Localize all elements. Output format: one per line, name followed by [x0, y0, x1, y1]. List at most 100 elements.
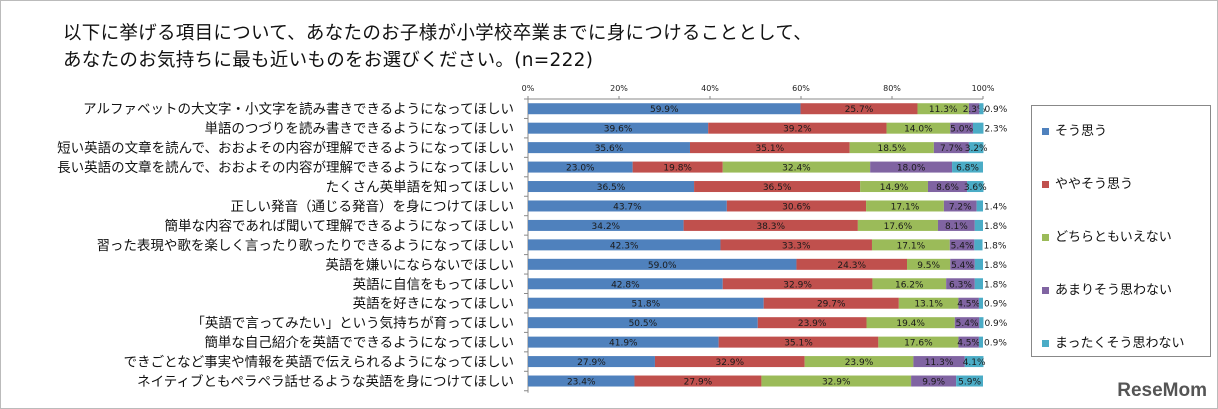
- legend-swatch: [1042, 128, 1049, 135]
- bar-segment: [689, 142, 850, 154]
- bar-segment: [632, 161, 723, 173]
- data-label: 5.9%: [958, 378, 981, 388]
- data-label: 32.9%: [715, 358, 744, 368]
- data-label: 0.9%: [984, 319, 1007, 329]
- data-label: 6.3%: [949, 280, 972, 290]
- legend-label: まったくそう思わない: [1055, 336, 1185, 351]
- data-label: 25.7%: [845, 105, 874, 115]
- bar-segment: [726, 200, 867, 212]
- data-label: 5.0%: [950, 125, 973, 135]
- bar-segment: [800, 103, 918, 115]
- bar-segment: [952, 161, 983, 173]
- x-tick-label: 100%: [972, 84, 995, 93]
- category-label: 英語に自信をもってほしい: [353, 276, 514, 293]
- bar-segment: [528, 375, 635, 387]
- bar-segment: [528, 181, 695, 193]
- data-label: 59.9%: [650, 105, 679, 115]
- data-label: 3.6%: [964, 183, 987, 193]
- category-label: たくさん英単語を知ってほしい: [326, 179, 514, 196]
- x-tick-label: 60%: [792, 84, 810, 93]
- data-label: 16.2%: [895, 280, 924, 290]
- bar-segment: [886, 122, 951, 134]
- data-label: 43.7%: [613, 202, 642, 212]
- chart-title-line-1: 以下に挙げる項目について、あなたのお子様が小学校卒業までに身につけることとして、: [63, 23, 813, 44]
- bar-segment: [974, 278, 983, 290]
- data-label: 2.3%: [984, 125, 1007, 135]
- bar-segment: [974, 239, 983, 251]
- legend-item: どちらともいえない: [1042, 226, 1172, 245]
- bar-segment: [956, 375, 983, 387]
- data-label: 33.3%: [782, 241, 811, 251]
- bar-segment: [694, 181, 861, 193]
- legend-item: ややそう思う: [1042, 173, 1133, 192]
- data-label: 7.2%: [949, 202, 972, 212]
- bar-segment: [954, 317, 980, 329]
- bar-segment: [528, 239, 721, 251]
- data-label: 4.1%: [963, 358, 986, 368]
- data-label: 14.0%: [904, 125, 933, 135]
- data-label: 38.3%: [756, 222, 785, 232]
- legend-label: どちらともいえない: [1055, 230, 1172, 245]
- data-label: 35.1%: [756, 144, 785, 154]
- bar-segment: [763, 297, 899, 309]
- bar-segment: [849, 142, 934, 154]
- bar-segment: [654, 356, 805, 368]
- data-label: 27.9%: [684, 378, 713, 388]
- bar-segment: [870, 161, 953, 173]
- data-label: 39.2%: [783, 125, 812, 135]
- category-label: 簡単な自己紹介を英語でできるようになってほしい: [204, 334, 514, 351]
- data-label: 32.9%: [822, 378, 851, 388]
- data-label: 50.5%: [629, 319, 658, 329]
- chart-title-line-2: あなたのお気持ちに最も近いものをお選びください。(n=222): [63, 50, 594, 71]
- bar-segment: [757, 317, 867, 329]
- data-label: 32.9%: [783, 280, 812, 290]
- data-label: 59.0%: [648, 261, 677, 271]
- bar-segment: [722, 161, 871, 173]
- bar-segment: [978, 336, 983, 348]
- bar-segment: [972, 122, 984, 134]
- bar-segment: [950, 258, 975, 270]
- category-label: 単語のつづりを読み書きできるようになってほしい: [204, 120, 514, 137]
- data-label: 23.9%: [845, 358, 874, 368]
- data-label: 9.9%: [922, 378, 945, 388]
- bar-segment: [528, 161, 633, 173]
- legend-label: ややそう思う: [1055, 177, 1134, 192]
- bar-segment: [907, 258, 951, 270]
- data-label: 0.9%: [984, 105, 1007, 115]
- bar-segment: [722, 278, 873, 290]
- bar-segment: [528, 297, 764, 309]
- data-label: 42.3%: [610, 241, 639, 251]
- bar-segment: [528, 219, 684, 231]
- bar-segment: [528, 258, 797, 270]
- data-label: 4.5%: [957, 339, 980, 349]
- bar-segment: [958, 297, 979, 309]
- bar-segment: [857, 219, 938, 231]
- data-label: 36.5%: [763, 183, 792, 193]
- data-label: 13.1%: [914, 300, 943, 310]
- data-label: 4.5%: [957, 300, 980, 310]
- bar-segment: [978, 297, 983, 309]
- legend-label: そう思う: [1055, 124, 1108, 139]
- legend-swatch: [1042, 234, 1049, 241]
- category-label: アルファベットの大文字・小文字を読み書きできるようになってほしい: [83, 102, 514, 118]
- bar-segment: [964, 356, 984, 368]
- category-label: 「英語で言ってみたい」という気持ちが育ってほしい: [191, 315, 514, 332]
- category-label: 英語を好きになってほしい: [353, 295, 514, 312]
- data-label: 6.8%: [956, 164, 979, 174]
- data-label: 18.0%: [897, 164, 926, 174]
- x-tick-label: 80%: [883, 84, 901, 93]
- data-label: 0.9%: [984, 300, 1007, 310]
- data-label: 1.8%: [984, 241, 1007, 251]
- data-label: 17.6%: [904, 339, 933, 349]
- data-label: 17.1%: [891, 202, 920, 212]
- legend-swatch: [1042, 181, 1049, 188]
- bar-segment: [968, 103, 980, 115]
- bar-segment: [968, 142, 984, 154]
- bar-segment: [911, 375, 957, 387]
- data-label: 41.9%: [609, 339, 638, 349]
- bar-segment: [528, 356, 655, 368]
- data-label: 0.9%: [984, 339, 1007, 349]
- legend: そう思う ややそう思う どちらともいえない あまりそう思わない まったくそう思わない: [1031, 105, 1211, 357]
- data-label: 23.0%: [566, 164, 595, 174]
